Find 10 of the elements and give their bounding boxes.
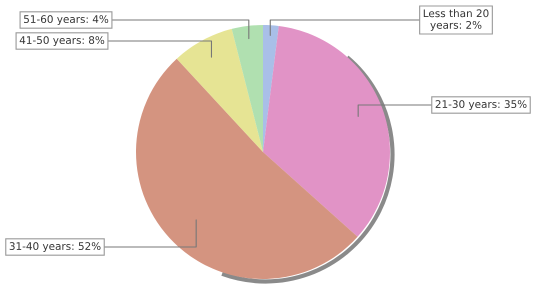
slice-label: 51-60 years: 4% [24,15,108,26]
slice-label: Less than 20 years: 2% [424,9,489,31]
pie-slice [263,26,390,237]
pie-slice [232,25,263,152]
pie-slice [263,25,279,152]
slice-label: 41-50 years: 8% [20,36,104,46]
slice-label: 31-40 years: 52% [10,242,101,252]
slice-label: 21-30 years: 35% [436,100,527,110]
pie-slice [136,58,358,279]
pie-slice [176,28,263,152]
